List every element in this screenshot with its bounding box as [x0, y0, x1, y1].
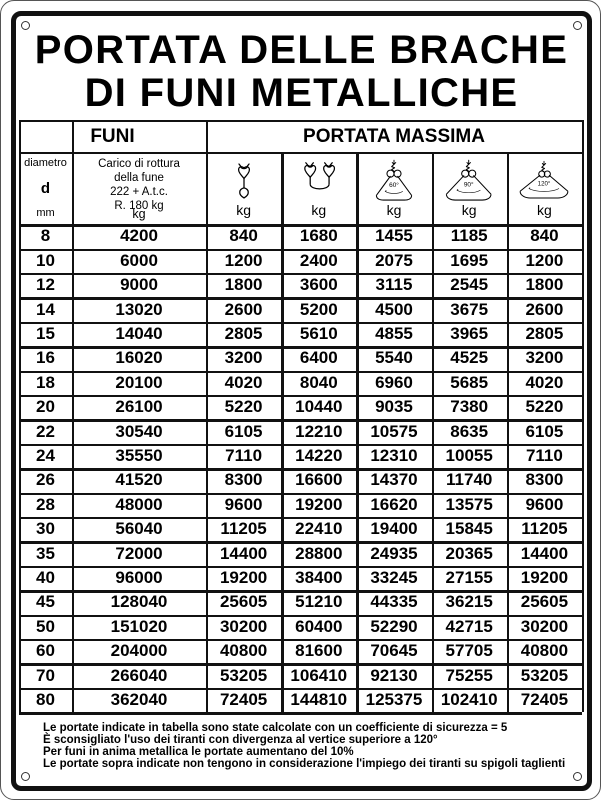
svg-text:60°: 60°	[389, 181, 399, 189]
svg-text:90°: 90°	[464, 180, 474, 188]
svg-text:120°: 120°	[538, 180, 551, 187]
